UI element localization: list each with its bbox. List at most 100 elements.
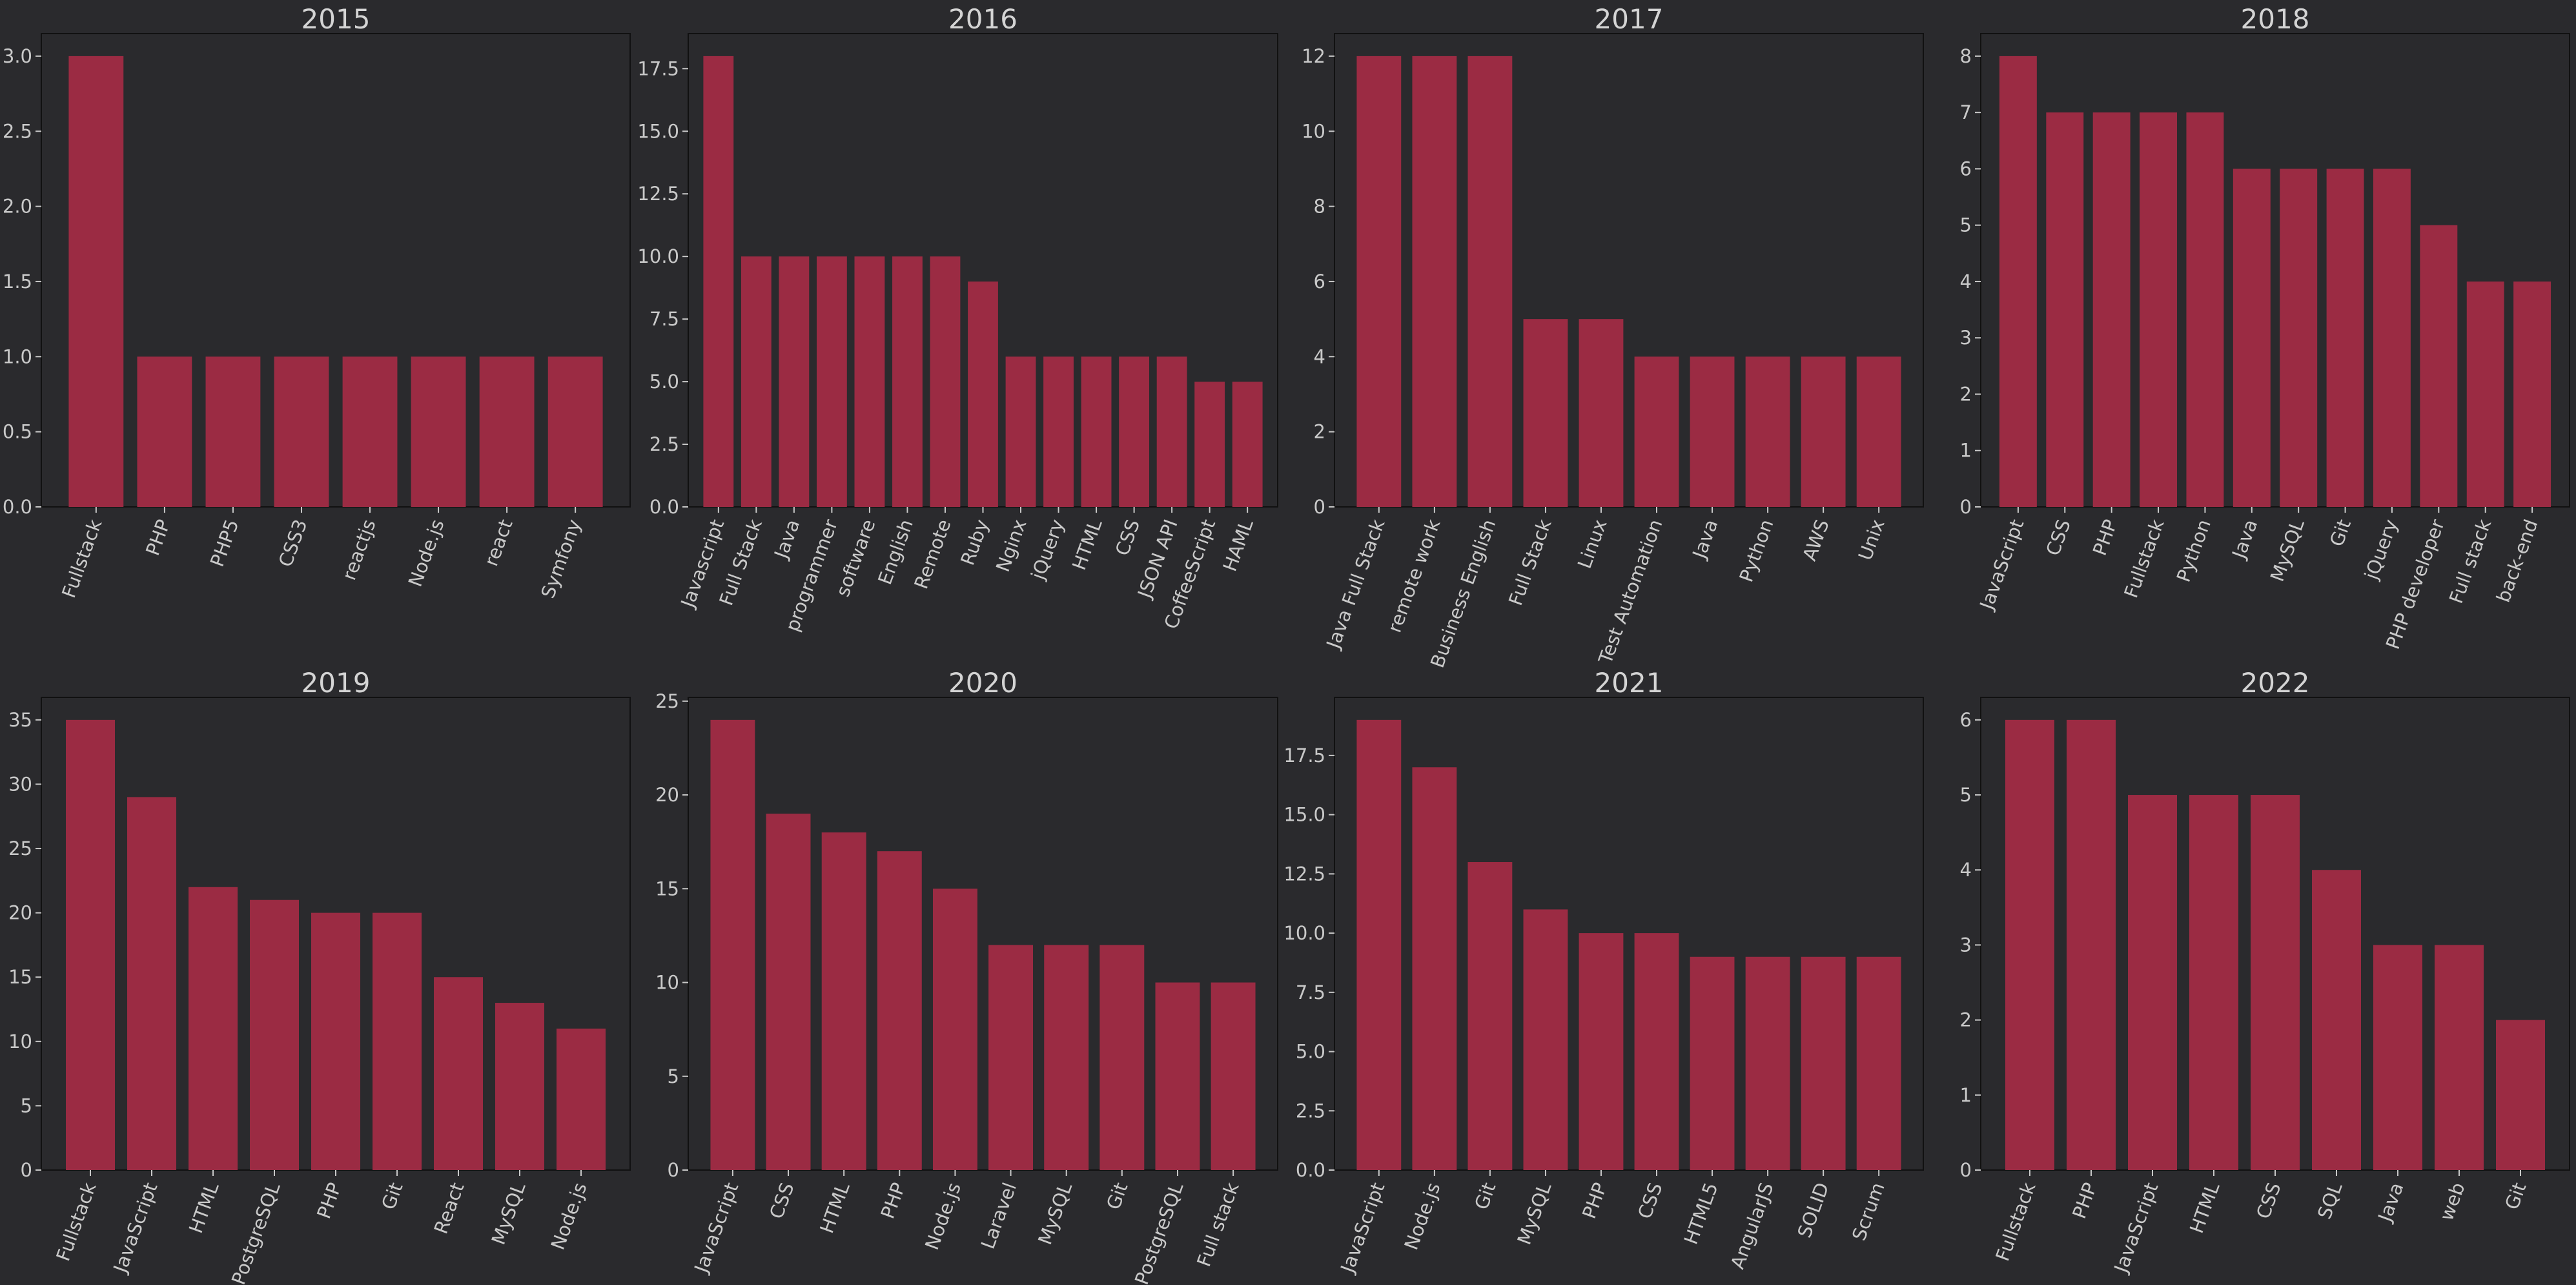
bar-html — [821, 832, 866, 1170]
y-tick-label: 1.5 — [3, 271, 32, 293]
bar-javascript — [1356, 719, 1402, 1170]
x-tick-label: Unix — [1854, 517, 1889, 564]
bar-nginx — [1005, 356, 1036, 507]
bar-node.js — [411, 356, 466, 507]
bar-mysql — [2280, 169, 2318, 507]
y-tick-label: 12 — [1302, 45, 1325, 67]
x-tick-label: Nginx — [992, 517, 1031, 575]
bar-angularjs — [1745, 956, 1790, 1170]
x-tick-label: English — [874, 517, 917, 588]
bar-html — [1081, 356, 1112, 507]
x-tick-label: Java — [2373, 1180, 2408, 1226]
axes-frame — [688, 697, 1278, 1171]
x-tick-label: MySQL — [2266, 517, 2309, 584]
chart-2019: 2019 0 5 10 15 20 25 30 35 Fullstack JavaScript HTM… — [8, 667, 631, 1285]
x-tick-label: Git — [377, 1180, 407, 1213]
y-tick-label: 2.5 — [1296, 1100, 1325, 1122]
bar-python — [1745, 356, 1790, 507]
axes-frame — [41, 33, 631, 508]
y-tick-label: 25 — [655, 690, 679, 712]
bar-java — [1690, 356, 1735, 507]
bar-java — [779, 256, 810, 507]
y-tick-label: 3 — [1960, 934, 1972, 956]
bar-html — [189, 887, 238, 1170]
y-tick-label: 8 — [1960, 45, 1972, 67]
y-tick-label: 17.5 — [637, 57, 679, 79]
bar-symfony — [547, 356, 603, 507]
axes-frame — [1980, 33, 2570, 508]
bar-css — [766, 814, 811, 1170]
bar-java-full-stack — [1356, 56, 1402, 507]
y-tick-label: 12.5 — [637, 183, 679, 205]
bar-css3 — [274, 356, 329, 507]
x-tick-label: Laravel — [977, 1180, 1021, 1252]
chart-title: 2021 — [1595, 667, 1664, 699]
x-tick-label: Git — [2500, 1180, 2530, 1213]
bar-git — [2496, 1020, 2545, 1170]
x-tick-label: CSS3 — [274, 517, 312, 570]
y-tick-label: 5 — [1960, 214, 1972, 236]
bar-php — [2092, 112, 2131, 507]
x-tick-label: PHP — [1578, 1180, 1611, 1222]
x-tick-label: Python — [1735, 517, 1777, 585]
x-tick-label: Git — [1470, 1180, 1500, 1213]
x-tick-label: PostgreSQL — [227, 1180, 285, 1285]
y-tick-label: 1 — [1960, 1084, 1972, 1106]
y-tick-label: 4 — [1960, 271, 1972, 293]
bar-full-stack — [2466, 281, 2504, 507]
y-tick-label: 0 — [668, 1159, 679, 1181]
x-tick-label: Ruby — [956, 517, 993, 568]
bar-react — [479, 356, 535, 507]
y-tick-label: 2 — [1314, 421, 1325, 443]
axes-frame — [1334, 33, 1924, 508]
x-tick-label: PostgreSQL — [1130, 1180, 1188, 1285]
bar-business-english — [1467, 56, 1513, 507]
y-tick-label: 10 — [1302, 120, 1325, 142]
y-tick-label: 7.5 — [649, 308, 679, 330]
x-tick-label: reactjs — [338, 517, 380, 583]
y-tick-label: 7 — [1960, 101, 1972, 123]
x-tick-label: Java — [770, 517, 804, 562]
bar-javascript — [127, 797, 176, 1170]
bar-test-automation — [1634, 356, 1679, 507]
y-tick-label: 7.5 — [1296, 982, 1325, 1003]
x-tick-label: PHP — [141, 517, 174, 559]
bar-sql — [2312, 870, 2361, 1170]
chart-2022: 2022 0 1 2 3 4 5 6 Fullstack PHP JavaScript HTML CSS… — [1960, 667, 2570, 1277]
x-tick-label: JavaScript — [108, 1180, 161, 1277]
y-tick-label: 2 — [1960, 383, 1972, 405]
bar-laravel — [988, 945, 1034, 1170]
bar-python — [2186, 112, 2224, 507]
bar-php — [1579, 933, 1624, 1170]
x-tick-label: PHP5 — [206, 517, 243, 570]
x-tick-label: Java — [1688, 517, 1722, 562]
bar-mysql — [1044, 945, 1089, 1170]
x-tick-label: Full stack — [1192, 1180, 1243, 1270]
bar-node.js — [1412, 767, 1457, 1170]
bar-git — [1099, 945, 1145, 1170]
bar-git — [1467, 862, 1513, 1170]
bar-full-stack — [741, 256, 772, 507]
bar-php-developer — [2420, 225, 2458, 507]
x-tick-label: React — [430, 1180, 469, 1237]
y-tick-label: 0 — [21, 1159, 32, 1181]
x-tick-label: JavaScript — [1975, 517, 2028, 613]
x-tick-label: Python — [2172, 517, 2215, 585]
x-tick-label: CSS — [2041, 517, 2074, 559]
chart-2015: 2015 0.0 0.5 1.0 1.5 2.0 2.5 3.0 Fullstack PHP PHP… — [3, 3, 631, 601]
x-tick-label: Java Full Stack — [1322, 517, 1389, 653]
x-tick-label: Fullstack — [2120, 517, 2168, 601]
y-tick-label: 0.0 — [3, 496, 32, 518]
y-tick-label: 1.0 — [3, 345, 32, 367]
bar-node.js — [557, 1028, 606, 1170]
bar-javascript — [710, 719, 755, 1170]
x-tick-label: AngularJS — [1726, 1180, 1778, 1272]
bar-css — [1634, 933, 1679, 1170]
y-tick-label: 0.0 — [649, 496, 679, 518]
y-tick-label: 5 — [668, 1065, 679, 1087]
x-tick-label: HTML5 — [1680, 1180, 1722, 1248]
bar-html5 — [1690, 956, 1735, 1170]
y-tick-label: 15 — [8, 966, 32, 988]
